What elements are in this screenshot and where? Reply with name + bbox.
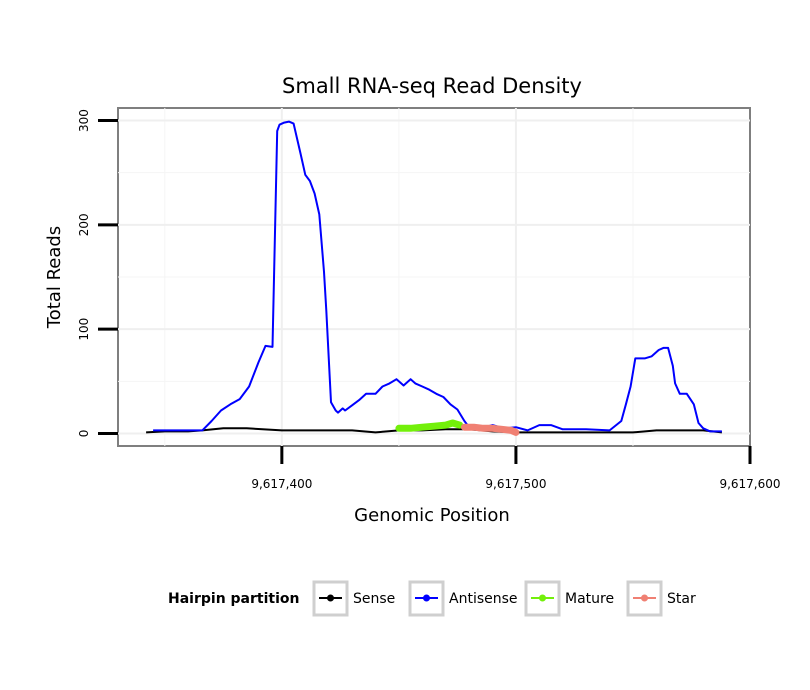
series-line-antisense [153,120,722,433]
y-tick-label: 200 [77,213,91,236]
y-tick-label: 0 [77,430,91,438]
legend-item-star: Star [626,580,696,617]
legend-key-dot [641,594,648,602]
legend-key-dot [423,594,430,602]
y-tick-label: 100 [77,318,91,341]
series-line-mature [395,419,464,432]
legend-label: Mature [565,591,614,607]
legend-key-dot [327,594,334,602]
legend-title: Hairpin partition [168,591,299,607]
chart-title: Small RNA-seq Read Density [282,74,582,98]
legend-label: Antisense [449,591,518,607]
series-line-star [460,423,520,436]
grid-layer [118,108,750,446]
x-axis-title: Genomic Position [354,505,510,526]
y-axis: 0 100 200 300 [77,109,118,437]
x-tick-label: 9,617,500 [485,477,546,491]
x-tick-label: 9,617,600 [719,477,780,491]
y-axis-title: Total Reads [44,226,65,329]
legend-item-antisense: Antisense [408,580,518,617]
x-axis: 9,617,400 9,617,500 9,617,600 [251,446,781,491]
legend-item-mature: Mature [524,580,614,617]
y-tick-label: 300 [77,109,91,132]
series-layer [146,120,723,436]
series-line-sense [146,427,723,434]
legend-label: Sense [353,591,395,607]
legend-item-sense: Sense [312,580,395,617]
legend-key-dot [539,594,546,602]
x-tick-label: 9,617,400 [251,477,312,491]
legend-items: Sense Antisense Mature Star [312,580,696,617]
legend-label: Star [667,591,696,607]
legend: Hairpin partition Sense Antisense Mature St… [168,580,696,617]
